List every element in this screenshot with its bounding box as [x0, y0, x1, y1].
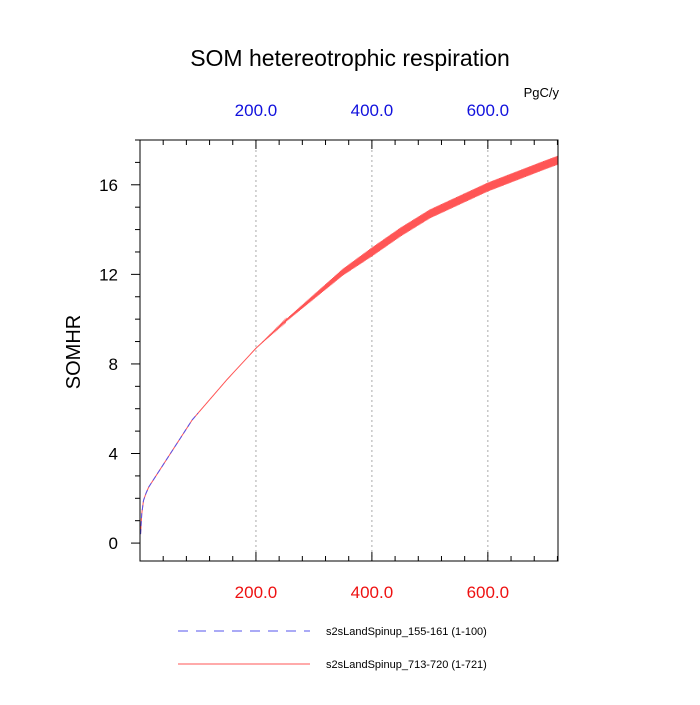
- legend-label-series-2: s2sLandSpinup_713-720 (1-721): [326, 659, 487, 671]
- series-line-1: [140, 412, 199, 535]
- x-tick-label-top: 200.0: [235, 101, 278, 120]
- grid-layer: [255, 140, 489, 561]
- y-tick-label: 4: [109, 445, 118, 464]
- x-tick-label-top: 600.0: [467, 101, 510, 120]
- x-tick-label-bottom: 600.0: [467, 583, 510, 602]
- x-tick-label-top: 400.0: [351, 101, 394, 120]
- y-tick-label: 12: [99, 265, 118, 284]
- series-layer: [140, 155, 559, 535]
- x-tick-label-bottom: 400.0: [351, 583, 394, 602]
- y-tick-label: 0: [109, 534, 118, 553]
- y-tick-label: 16: [99, 176, 118, 195]
- y-axis-label: SOMHR: [63, 315, 85, 389]
- chart-title: SOM hetereotrophic respiration: [190, 45, 510, 71]
- y-tick-label: 8: [109, 355, 118, 374]
- series-line-2: [140, 155, 559, 535]
- units-label: PgC/y: [524, 85, 560, 100]
- plot-frame: [139, 139, 559, 562]
- tick-layer: [131, 139, 558, 561]
- legend: s2sLandSpinup_155-161 (1-100) s2sLandSpi…: [178, 626, 487, 671]
- legend-label-series-1: s2sLandSpinup_155-161 (1-100): [326, 626, 487, 638]
- label-layer: 200.0 200.0 400.0 400.0 600.0 600.0 0 4 8 12 16: [99, 101, 509, 602]
- x-tick-label-bottom: 200.0: [235, 583, 278, 602]
